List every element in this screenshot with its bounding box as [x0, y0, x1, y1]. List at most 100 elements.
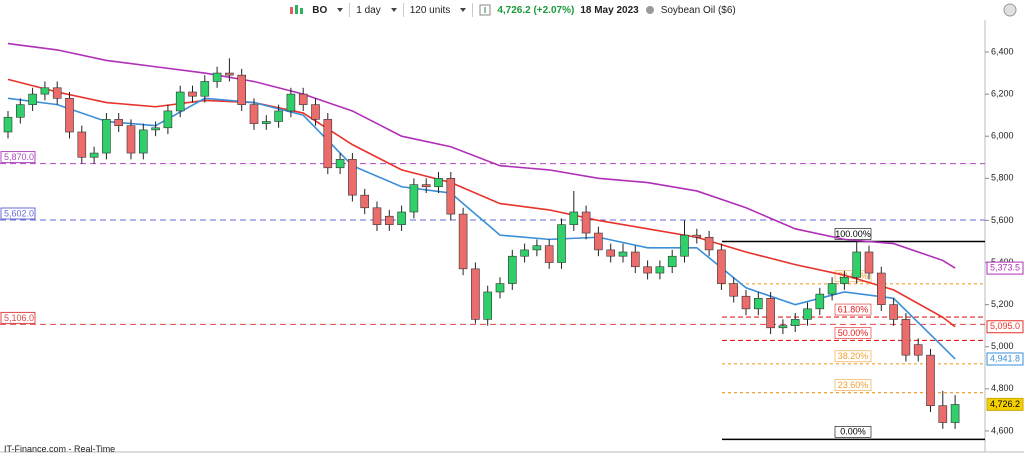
moving-average	[7, 97, 956, 360]
candle-body	[151, 127, 160, 131]
candle-body	[3, 116, 13, 133]
candle-body	[372, 207, 382, 225]
candle-body	[901, 319, 911, 356]
y-tick-label: 5,000	[991, 341, 1014, 351]
candle-body	[446, 178, 456, 215]
last-price-label: 4,726.2	[990, 399, 1020, 409]
level-label: 5,106.0	[4, 313, 34, 323]
candle-body	[495, 283, 505, 293]
candle-body	[606, 249, 616, 257]
candle-body	[778, 325, 788, 329]
candle-body	[667, 255, 677, 268]
candle-body	[569, 211, 579, 225]
candle-body	[717, 249, 726, 284]
y-tick-label: 4,800	[991, 383, 1014, 393]
candle-body	[913, 344, 923, 356]
candle-body	[852, 251, 862, 278]
candle-body	[434, 178, 443, 188]
candle-body	[471, 268, 480, 320]
last-price-box	[986, 397, 1024, 411]
fib-label-box	[834, 426, 872, 438]
level-label: 5,870.0	[4, 152, 34, 162]
candle-body	[175, 91, 185, 112]
candle-body	[926, 354, 935, 406]
candle-body	[876, 272, 886, 305]
dropdown-arrow[interactable]	[390, 8, 397, 12]
dropdown-arrow[interactable]	[337, 8, 344, 12]
candle-body	[40, 87, 50, 95]
candle-body	[384, 215, 394, 225]
candle-body	[188, 91, 197, 97]
candle-body	[741, 295, 751, 310]
units[interactable]: 120 units	[409, 4, 451, 16]
candle-body	[421, 184, 431, 188]
candle-icon[interactable]	[288, 3, 306, 17]
candle-body	[643, 266, 652, 274]
candle-body	[803, 308, 812, 320]
y-tick-label: 4,600	[991, 425, 1014, 435]
candle-body	[520, 249, 529, 257]
candle-body	[200, 81, 210, 97]
candle-body	[950, 404, 960, 423]
level-label-box	[0, 311, 36, 324]
footer: IT-Finance.com - Real-Time	[4, 444, 116, 454]
price-label: 5,373.5	[990, 262, 1020, 272]
fib-label: 100.00%	[835, 229, 871, 239]
interval[interactable]: 1 day	[356, 4, 381, 16]
candle-body	[483, 291, 493, 320]
fib-label: 38.20%	[838, 351, 869, 361]
candle-body	[581, 211, 591, 234]
candle-body	[311, 104, 320, 120]
y-tick-label: 6,400	[991, 46, 1014, 56]
candle-body	[102, 119, 111, 154]
quote: 4,726.2 (+2.07%)	[497, 4, 575, 16]
level-label: 5,602.0	[4, 208, 34, 218]
candle-body	[594, 232, 603, 251]
candle-body	[753, 298, 763, 310]
fib-label: 50.00%	[838, 328, 869, 338]
candle-body	[680, 234, 689, 257]
candle-body	[618, 251, 628, 257]
candle-body	[126, 125, 136, 154]
candle-body	[507, 255, 517, 284]
fib-label-box	[834, 350, 872, 363]
candle-body	[864, 251, 874, 274]
candle-body	[557, 224, 566, 263]
moving-average	[7, 42, 956, 269]
price-label-box	[986, 320, 1024, 334]
candle-body	[335, 159, 345, 169]
y-tick-label: 6,200	[991, 88, 1014, 98]
candle-body	[360, 194, 370, 209]
separator	[472, 3, 474, 17]
symbol[interactable]: BO	[312, 4, 328, 16]
candle-body	[286, 93, 296, 112]
candle-body	[790, 319, 800, 326]
info-dot	[645, 6, 654, 14]
candle-body	[28, 93, 37, 105]
candle-body	[827, 283, 837, 295]
candle-body	[889, 304, 898, 320]
candle-body	[237, 74, 246, 105]
settings-icon[interactable]	[1003, 3, 1017, 17]
candle-body	[225, 72, 234, 76]
candle-body	[840, 276, 849, 284]
separator	[349, 3, 351, 17]
candle-body	[729, 283, 739, 297]
candle-body	[15, 104, 25, 118]
fib-label-box	[834, 327, 872, 339]
candle-body	[249, 104, 259, 124]
candle-body	[163, 110, 173, 129]
candle-body	[766, 298, 775, 329]
candle-body	[274, 110, 283, 122]
fib-label: 23.60%	[838, 380, 869, 390]
candle-body	[532, 245, 542, 251]
candle-body	[212, 72, 222, 82]
candle-body	[114, 119, 123, 126]
y-tick-label: 5,200	[991, 299, 1014, 309]
dropdown-arrow[interactable]	[460, 8, 467, 12]
checkbox-icon[interactable]	[479, 4, 491, 16]
candle-body	[938, 405, 948, 423]
toolbar: BO 1 day 120 units 4,726.2 (+2.07%) 18 M…	[0, 0, 1024, 20]
candle-body	[458, 213, 468, 270]
